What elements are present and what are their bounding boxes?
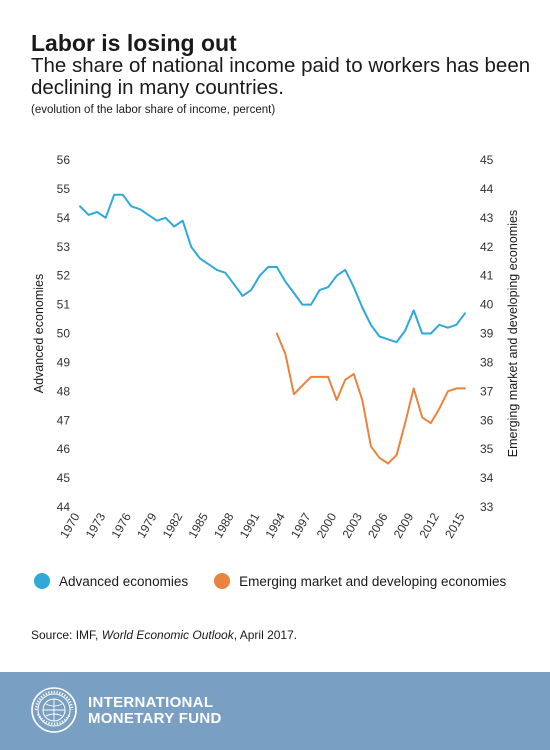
y-axis-label-right: Emerging market and developing economies <box>506 210 520 457</box>
source-suffix: , April 2017. <box>233 628 298 642</box>
org-name-line2: MONETARY FUND <box>88 710 222 727</box>
y-tick-label-left: 46 <box>57 442 71 456</box>
y-tick-label-left: 55 <box>57 182 71 196</box>
y-tick-label-right: 35 <box>480 442 494 456</box>
y-tick-label-left: 56 <box>57 153 71 167</box>
x-tick-label: 1985 <box>185 510 211 540</box>
x-tick-label: 2006 <box>365 510 391 540</box>
y-tick-label-left: 51 <box>57 298 71 312</box>
y-tick-label-right: 34 <box>480 471 494 485</box>
x-tick-label: 2012 <box>416 510 442 540</box>
x-tick-label: 1982 <box>160 510 186 540</box>
footer-banner: INTERNATIONAL MONETARY FUND <box>0 672 550 750</box>
legend-swatch-advanced <box>34 573 50 589</box>
chart-title: Labor is losing out <box>31 30 237 56</box>
series-line-emerging <box>275 332 466 465</box>
y-tick-label-left: 52 <box>57 269 71 283</box>
chart-legend: Advanced economies Emerging market and d… <box>34 573 532 589</box>
x-tick-label: 1976 <box>108 510 134 540</box>
line-chart: 44 45 46 47 48 49 50 51 52 53 54 55 56 33 34 35 36 37 38 39… <box>32 153 520 541</box>
y-tick-label-left: 50 <box>57 327 71 341</box>
legend-label-advanced: Advanced economies <box>59 573 189 589</box>
source-prefix: Source: IMF, <box>31 628 102 642</box>
legend-label-emerging: Emerging market and developing economies <box>239 573 507 589</box>
y-tick-label-left: 44 <box>57 500 71 514</box>
legend-item-emerging: Emerging market and developing economies <box>214 573 506 589</box>
y-tick-label-right: 43 <box>480 211 494 225</box>
x-tick-label: 2000 <box>314 510 340 540</box>
y-tick-label-left: 48 <box>57 384 71 398</box>
y-tick-label-right: 40 <box>480 298 494 312</box>
source-note: Source: IMF, World Economic Outlook, Apr… <box>31 628 297 642</box>
source-publication: World Economic Outlook <box>101 628 234 642</box>
x-tick-label: 1991 <box>237 510 263 540</box>
chart-note: (evolution of the labor share of income,… <box>31 104 276 116</box>
y-tick-label-left: 53 <box>57 240 71 254</box>
y-tick-label-right: 39 <box>480 327 494 341</box>
x-tick-label: 1997 <box>288 510 314 540</box>
y-tick-label-right: 38 <box>480 355 494 369</box>
y-tick-label-right: 36 <box>480 413 494 427</box>
x-tick-label: 1994 <box>262 510 288 540</box>
chart-subtitle: The share of national income paid to wor… <box>31 54 531 99</box>
x-tick-label: 2015 <box>442 510 468 540</box>
x-tick-label: 1970 <box>57 510 83 540</box>
org-name: INTERNATIONAL MONETARY FUND <box>88 695 222 727</box>
x-tick-label: 2009 <box>391 510 417 540</box>
x-tick-label: 1979 <box>134 510 160 540</box>
x-tick-label: 1973 <box>83 510 109 540</box>
y-tick-label-left: 47 <box>57 413 71 427</box>
series-line-advanced <box>79 193 466 344</box>
y-tick-label-right: 37 <box>480 384 494 398</box>
x-tick-label: 1988 <box>211 510 237 540</box>
org-name-line1: INTERNATIONAL <box>88 694 214 711</box>
y-axis-label-left: Advanced economies <box>32 274 46 394</box>
y-tick-label-right: 45 <box>480 153 494 167</box>
legend-swatch-emerging <box>214 573 231 589</box>
y-tick-label-left: 54 <box>57 211 71 225</box>
y-tick-label-left: 49 <box>57 355 71 369</box>
y-tick-label-right: 42 <box>480 240 494 254</box>
y-tick-label-right: 41 <box>480 269 494 283</box>
y-tick-label-right: 44 <box>480 182 494 196</box>
legend-item-advanced: Advanced economies <box>34 573 188 589</box>
y-tick-label-left: 45 <box>57 471 71 485</box>
y-tick-label-right: 33 <box>480 500 494 514</box>
x-tick-label: 2003 <box>339 510 365 540</box>
imf-seal-icon <box>31 687 77 733</box>
